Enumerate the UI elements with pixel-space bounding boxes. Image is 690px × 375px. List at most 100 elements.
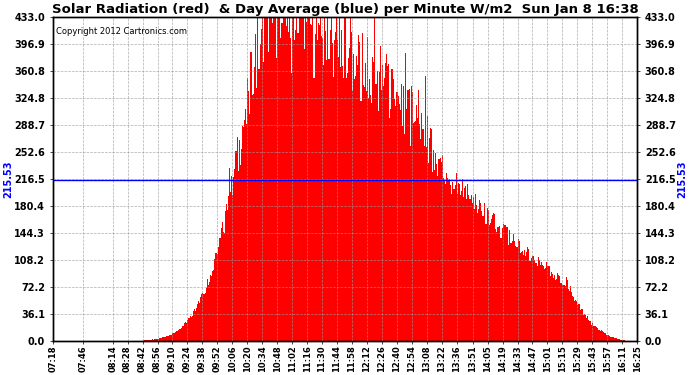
Bar (552, 274, 553, 341)
Bar (471, 203, 473, 341)
Bar (372, 57, 373, 341)
Bar (339, 17, 340, 341)
Bar (495, 230, 496, 341)
Bar (206, 279, 208, 341)
Bar (223, 232, 224, 341)
Bar (285, 17, 286, 341)
Bar (386, 54, 387, 341)
Bar (368, 98, 369, 341)
Bar (315, 17, 317, 341)
Bar (227, 210, 228, 341)
Bar (194, 309, 195, 341)
Bar (366, 90, 367, 341)
Bar (562, 285, 564, 341)
Bar (484, 204, 486, 341)
Bar (438, 159, 440, 341)
Bar (509, 230, 510, 341)
Bar (570, 286, 571, 341)
Bar (462, 179, 463, 341)
Bar (292, 17, 293, 341)
Bar (318, 23, 319, 341)
Bar (619, 339, 620, 341)
Text: Copyright 2012 Cartronics.com: Copyright 2012 Cartronics.com (56, 27, 187, 36)
Bar (166, 336, 167, 341)
Bar (201, 294, 202, 341)
Bar (598, 330, 599, 341)
Bar (431, 129, 432, 341)
Bar (139, 340, 140, 341)
Bar (578, 304, 580, 341)
Bar (369, 79, 370, 341)
Bar (403, 86, 404, 341)
Bar (305, 17, 306, 341)
Bar (617, 339, 618, 341)
Bar (545, 268, 546, 341)
Bar (515, 246, 517, 341)
Bar (523, 255, 524, 341)
Bar (435, 153, 436, 341)
Bar (580, 309, 582, 341)
Bar (506, 227, 507, 341)
Bar (512, 242, 513, 341)
Bar (583, 315, 584, 341)
Bar (277, 17, 278, 341)
Bar (513, 234, 514, 341)
Bar (179, 329, 180, 341)
Bar (153, 339, 155, 341)
Bar (294, 39, 295, 341)
Bar (175, 332, 176, 341)
Bar (264, 17, 266, 341)
Bar (299, 17, 301, 341)
Bar (164, 337, 165, 341)
Bar (363, 86, 364, 341)
Bar (588, 320, 589, 341)
Bar (287, 17, 288, 341)
Bar (601, 330, 602, 341)
Bar (497, 227, 498, 341)
Bar (230, 192, 231, 341)
Bar (258, 69, 259, 341)
Bar (461, 191, 462, 341)
Bar (481, 211, 482, 341)
Bar (357, 65, 358, 341)
Bar (159, 339, 161, 341)
Bar (607, 335, 609, 341)
Bar (518, 238, 519, 341)
Bar (280, 38, 282, 341)
Bar (488, 210, 489, 341)
Bar (151, 340, 152, 341)
Bar (508, 245, 509, 341)
Bar (253, 94, 254, 341)
Bar (275, 17, 276, 341)
Bar (437, 176, 438, 341)
Bar (559, 276, 560, 341)
Bar (525, 256, 526, 341)
Bar (307, 17, 308, 341)
Bar (459, 184, 460, 341)
Bar (237, 171, 239, 341)
Bar (336, 17, 337, 341)
Bar (354, 79, 355, 341)
Bar (388, 63, 389, 341)
Bar (531, 258, 533, 341)
Bar (589, 321, 590, 341)
Bar (332, 43, 333, 341)
Bar (624, 340, 625, 341)
Bar (290, 38, 291, 341)
Bar (623, 340, 624, 341)
Bar (303, 17, 304, 341)
Bar (496, 232, 497, 341)
Bar (198, 301, 199, 341)
Bar (295, 30, 297, 341)
Bar (430, 128, 431, 341)
Bar (627, 340, 628, 341)
Bar (247, 78, 248, 341)
Bar (371, 103, 372, 341)
Bar (252, 95, 253, 341)
Bar (193, 311, 194, 341)
Bar (157, 339, 159, 341)
Bar (600, 331, 601, 341)
Bar (239, 165, 241, 341)
Bar (382, 65, 383, 341)
Bar (582, 309, 583, 341)
